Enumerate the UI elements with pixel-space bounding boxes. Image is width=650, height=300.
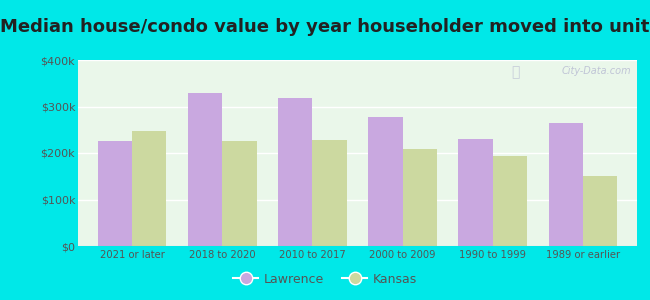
Bar xyxy=(132,131,166,246)
Bar xyxy=(583,176,617,246)
Bar xyxy=(313,140,346,246)
Bar xyxy=(369,117,402,246)
Bar xyxy=(222,141,257,246)
Text: Median house/condo value by year householder moved into unit: Median house/condo value by year househo… xyxy=(0,18,650,36)
Legend: Lawrence, Kansas: Lawrence, Kansas xyxy=(228,268,422,291)
Text: City-Data.com: City-Data.com xyxy=(562,66,631,76)
Bar xyxy=(278,98,313,246)
Bar xyxy=(98,141,132,246)
Bar xyxy=(458,139,493,246)
Bar xyxy=(549,123,583,246)
Bar xyxy=(402,149,437,246)
Bar xyxy=(188,92,222,246)
Bar xyxy=(493,156,527,246)
Text: ⦿: ⦿ xyxy=(512,66,519,80)
